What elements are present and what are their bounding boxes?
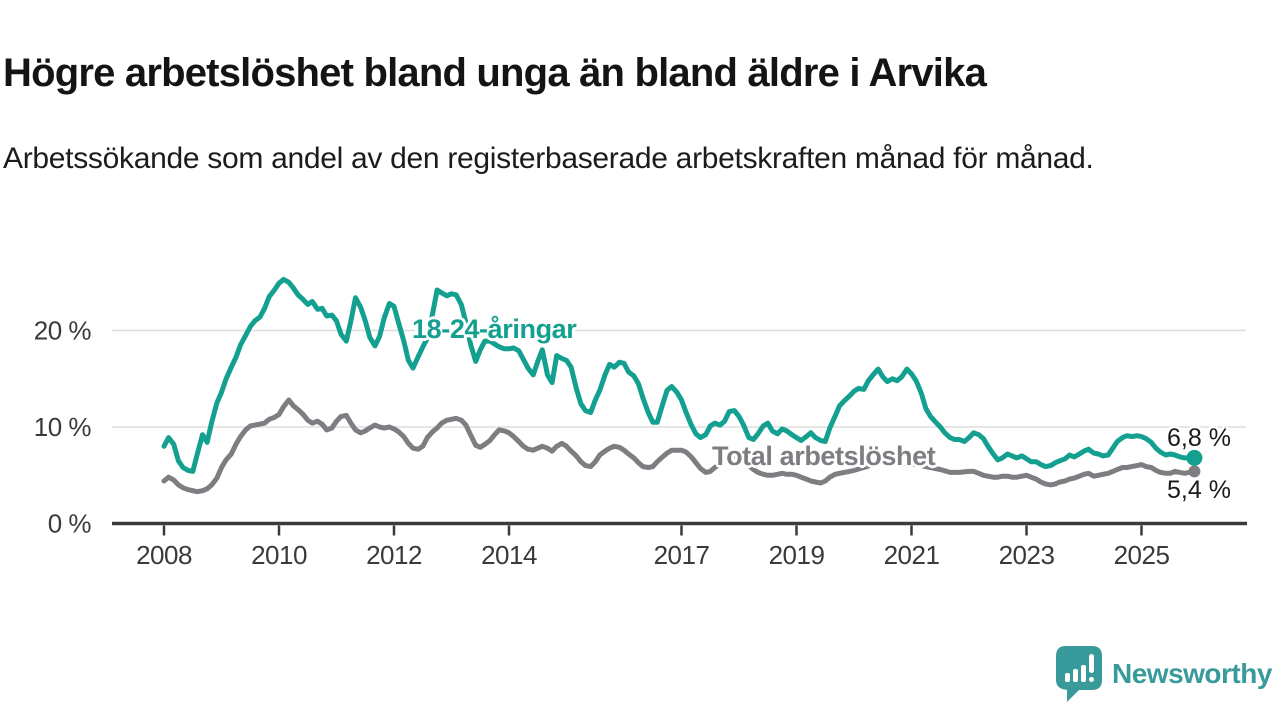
end-value-label-total: 5,4 %: [1167, 476, 1231, 504]
series-label-18-24: 18-24-åringar: [412, 314, 577, 344]
x-tick-label-2017: 2017: [654, 540, 710, 570]
y-tick-label-0: 0 %: [48, 509, 92, 539]
newsworthy-logo-text: Newsworthy: [1112, 658, 1272, 689]
y-tick-label-10: 10 %: [34, 412, 92, 442]
series-label-total: Total arbetslöshet: [712, 441, 936, 471]
x-tick-label-2023: 2023: [999, 540, 1055, 570]
series-end-dot-total: [1188, 465, 1201, 478]
x-tick-label-2008: 2008: [136, 540, 192, 570]
page-title: Högre arbetslöshet bland unga än bland ä…: [3, 50, 987, 95]
x-tick-label-2012: 2012: [366, 540, 422, 570]
newsworthy-logo: Newsworthy: [1056, 646, 1272, 702]
x-tick-label-2014: 2014: [481, 540, 537, 570]
end-value-label-18-24: 6,8 %: [1167, 424, 1231, 452]
x-tick-label-2021: 2021: [884, 540, 940, 570]
page-subtitle: Arbetssökande som andel av den registerb…: [3, 142, 1094, 175]
series-end-dot-18-24: [1186, 449, 1203, 466]
newsworthy-bar-chart-speech-bubble-icon: [1056, 646, 1102, 702]
y-tick-label-20: 20 %: [34, 316, 92, 346]
x-tick-label-2019: 2019: [769, 540, 825, 570]
series-line-total: [161, 397, 1197, 495]
series-line-18-24: [161, 276, 1197, 474]
x-tick-label-2010: 2010: [251, 540, 307, 570]
x-tick-label-2025: 2025: [1114, 540, 1170, 570]
